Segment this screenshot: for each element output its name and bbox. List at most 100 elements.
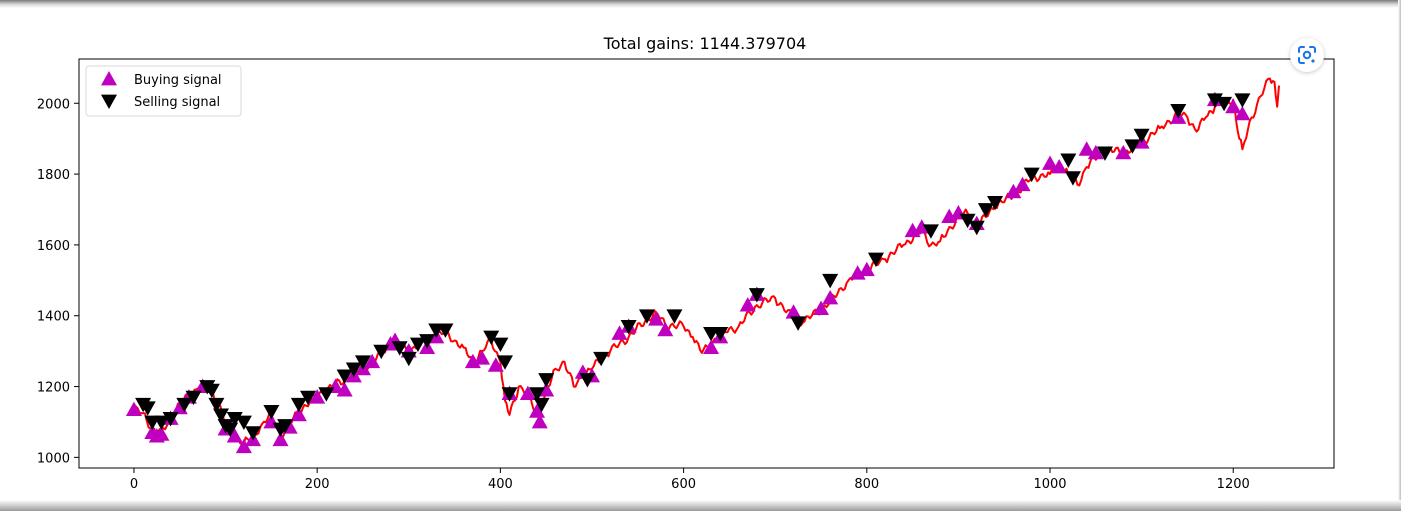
plot-frame bbox=[78, 58, 1335, 469]
x-tick-label: 800 bbox=[854, 477, 879, 492]
sell-signal-marker bbox=[318, 387, 335, 402]
sell-signal-marker bbox=[222, 422, 239, 438]
sell-signal-marker bbox=[1170, 103, 1187, 119]
sell-signal-marker bbox=[1096, 146, 1113, 161]
sell-signal-marker bbox=[1023, 167, 1040, 183]
buy-signal-marker bbox=[531, 413, 548, 429]
y-tick-label: 1600 bbox=[37, 239, 70, 254]
sell-signal-marker bbox=[968, 220, 985, 236]
sell-signal-marker bbox=[176, 397, 193, 413]
sell-signal-marker bbox=[538, 373, 555, 388]
sell-signal-marker bbox=[300, 390, 317, 406]
sell-signal-marker bbox=[483, 330, 500, 345]
sell-signal-marker bbox=[496, 355, 513, 370]
sell-signal-marker bbox=[277, 419, 294, 434]
buy-signal-marker bbox=[364, 353, 381, 369]
x-tick-label: 0 bbox=[130, 477, 138, 492]
buy-signal-marker bbox=[1051, 159, 1068, 174]
sell-signal-marker bbox=[987, 196, 1004, 211]
sell-signal-marker bbox=[712, 327, 729, 342]
sell-signal-marker bbox=[1234, 93, 1251, 108]
sell-signal-marker bbox=[373, 344, 390, 360]
google-lens-icon bbox=[1298, 46, 1316, 64]
x-tick-label: 200 bbox=[305, 477, 330, 492]
buy-signal-marker bbox=[125, 401, 142, 416]
y-tick-label: 1200 bbox=[37, 381, 70, 396]
buy-signal-marker bbox=[1087, 144, 1104, 160]
sell-signal-marker bbox=[208, 397, 225, 413]
chart-title: Total gains: 1144.379704 bbox=[603, 34, 807, 53]
sell-signal-marker bbox=[354, 355, 371, 370]
sell-signal-marker bbox=[162, 412, 179, 427]
buy-signal-marker bbox=[1005, 183, 1022, 199]
buy-signal-marker bbox=[1234, 105, 1251, 121]
sell-signal-marker bbox=[959, 213, 976, 229]
sell-signal-marker bbox=[391, 341, 408, 356]
sell-signal-marker bbox=[790, 316, 807, 331]
sell-signal-marker bbox=[533, 397, 550, 413]
buy-signal-marker bbox=[309, 389, 326, 404]
buy-signal-marker bbox=[648, 311, 665, 326]
sell-signal-marker bbox=[419, 334, 436, 349]
sell-signal-marker bbox=[212, 408, 229, 423]
sell-signal-marker bbox=[336, 369, 353, 384]
sell-signal-marker bbox=[139, 401, 156, 416]
y-tick-label: 1800 bbox=[37, 168, 70, 183]
buy-signal-marker bbox=[1225, 98, 1242, 114]
buy-signal-marker bbox=[519, 385, 536, 401]
window-bottom-shadow bbox=[0, 500, 1401, 511]
sell-signal-marker bbox=[1060, 153, 1077, 168]
sell-signal-marker bbox=[153, 415, 170, 430]
sell-signal-marker bbox=[579, 373, 596, 388]
plot-area bbox=[79, 59, 1334, 468]
buy-signal-marker bbox=[226, 428, 243, 443]
buy-signal-marker bbox=[858, 261, 875, 277]
sell-signal-marker bbox=[400, 351, 417, 367]
buy-signal-marker bbox=[822, 290, 839, 305]
buy-signal-marker bbox=[739, 297, 756, 312]
sell-signal-marker bbox=[235, 415, 252, 430]
legend-box bbox=[85, 65, 242, 117]
buy-signal-marker bbox=[913, 219, 930, 234]
sell-signal-marker bbox=[1124, 139, 1141, 154]
buy-signal-marker bbox=[487, 357, 504, 372]
sell-signal-marker bbox=[203, 383, 220, 399]
buy-signal-marker bbox=[657, 321, 674, 337]
sell-signal-marker bbox=[263, 404, 280, 420]
sell-signal-marker bbox=[1064, 171, 1081, 186]
sell-signal-marker bbox=[185, 390, 202, 406]
buy-signal-marker bbox=[474, 350, 491, 365]
chart-marks bbox=[125, 77, 1280, 454]
buy-signal-marker bbox=[785, 304, 802, 319]
sell-signal-marker bbox=[666, 309, 683, 324]
sell-signal-marker bbox=[245, 426, 262, 441]
axes: 0 200 400 600 800 1000 1200 1000 1200 1400 1600 180… bbox=[37, 97, 1250, 492]
y-tick-label: 2000 bbox=[37, 97, 70, 112]
buy-signal-marker bbox=[813, 300, 830, 316]
sell-signal-marker bbox=[620, 319, 637, 335]
google-lens-button[interactable] bbox=[1290, 38, 1324, 72]
sell-signal-marker bbox=[290, 397, 307, 413]
sell-signal-marker bbox=[1216, 96, 1233, 112]
x-tick-label: 1000 bbox=[1033, 477, 1066, 492]
window-right-edge bbox=[1398, 0, 1401, 511]
sell-signal-marker bbox=[822, 273, 839, 289]
legend: Buying signal Selling signal bbox=[85, 65, 242, 117]
sell-signal-marker bbox=[867, 252, 884, 268]
window-top-shadow bbox=[0, 0, 1401, 8]
buy-signal-marker bbox=[272, 431, 289, 447]
buy-signal-marker bbox=[1078, 141, 1095, 156]
sell-signal-marker bbox=[638, 309, 655, 324]
x-tick-label: 600 bbox=[671, 477, 696, 492]
legend-buy-marker bbox=[101, 71, 117, 86]
buy-signal-marker bbox=[611, 325, 628, 340]
sell-signal-marker bbox=[437, 323, 454, 338]
buy-signal-marker bbox=[1014, 176, 1031, 192]
legend-sell-label: Selling signal bbox=[134, 95, 220, 110]
buy-signal-marker bbox=[153, 426, 170, 441]
sell-signal-marker bbox=[529, 387, 546, 402]
buy-signal-marker bbox=[336, 382, 353, 397]
legend-sell-marker bbox=[101, 94, 117, 109]
buy-signal-marker bbox=[290, 406, 307, 422]
